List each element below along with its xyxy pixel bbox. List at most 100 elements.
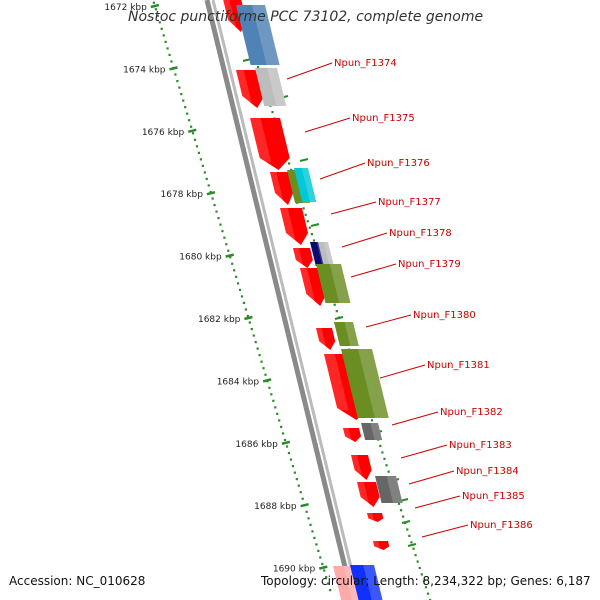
gene-label[interactable]: Npun_F1375 bbox=[352, 113, 415, 124]
gene-arrow-shade bbox=[280, 208, 296, 240]
outer-ruler-dot bbox=[312, 239, 316, 242]
gene-label[interactable]: Npun_F1378 bbox=[389, 228, 452, 239]
gene-block-shade bbox=[301, 168, 317, 202]
gene-label-leader bbox=[408, 470, 455, 485]
outer-ruler-dot bbox=[422, 579, 425, 582]
ruler-dot bbox=[223, 236, 226, 239]
backbone-layer bbox=[204, 0, 361, 600]
gene-label-leader bbox=[319, 162, 366, 180]
ruler-dot bbox=[238, 288, 242, 291]
gene-arrow bbox=[270, 172, 294, 205]
gene-label[interactable]: Npun_F1379 bbox=[398, 259, 461, 270]
gene-arrow bbox=[351, 455, 372, 480]
outer-ruler-tick bbox=[334, 316, 344, 320]
gene-block-shade bbox=[343, 566, 361, 600]
ruler-dot bbox=[246, 314, 249, 318]
outer-ruler-dot bbox=[370, 419, 374, 422]
ruler-tick bbox=[206, 190, 216, 196]
ruler-dot bbox=[203, 171, 206, 174]
gene-block bbox=[318, 242, 334, 264]
gene-block bbox=[375, 476, 403, 503]
ruler-tick-label: 1688 kbp bbox=[254, 502, 297, 512]
outer-ruler-dot bbox=[306, 220, 309, 223]
ruler-dot bbox=[313, 536, 316, 539]
ruler-dot bbox=[199, 158, 202, 161]
ruler-dot bbox=[207, 184, 210, 187]
ruler-dot bbox=[264, 373, 267, 376]
gene-arrow bbox=[316, 328, 336, 350]
ruler-dot bbox=[307, 517, 310, 520]
ruler-tick-label: 1682 kbp bbox=[198, 315, 241, 325]
ruler-tick bbox=[300, 502, 309, 508]
ruler-tick bbox=[169, 66, 178, 71]
gene-block bbox=[316, 264, 351, 303]
gene-label[interactable]: Npun_F1377 bbox=[378, 197, 441, 208]
gene-label[interactable]: Npun_F1374 bbox=[334, 58, 397, 69]
outer-ruler-dot bbox=[402, 515, 405, 518]
ruler-dot bbox=[193, 138, 197, 141]
ruler-tick bbox=[281, 440, 291, 446]
feature-layer bbox=[223, 0, 403, 600]
map-title: Nostoc punctiforme PCC 73102, complete g… bbox=[128, 9, 484, 25]
gene-label[interactable]: Npun_F1385 bbox=[462, 491, 525, 502]
gene-label[interactable]: Npun_F1386 bbox=[470, 520, 533, 531]
gene-label[interactable]: Npun_F1384 bbox=[456, 466, 519, 477]
ruler-dot bbox=[162, 34, 165, 37]
gene-label-leader bbox=[391, 411, 439, 426]
outer-ruler-dot bbox=[304, 213, 307, 216]
gene-label[interactable]: Npun_F1380 bbox=[413, 310, 476, 321]
ruler-dot bbox=[180, 93, 183, 96]
outer-ruler-dot bbox=[333, 303, 336, 306]
ruler-dot bbox=[219, 223, 222, 226]
ruler-dot bbox=[321, 562, 324, 566]
ruler-dot bbox=[156, 14, 159, 17]
outer-ruler-dot bbox=[379, 444, 382, 448]
gene-block-shade bbox=[344, 322, 359, 346]
ruler-tick-label: 1672 kbp bbox=[104, 3, 147, 13]
ruler-dot bbox=[178, 86, 181, 89]
gene-block bbox=[341, 349, 389, 418]
outer-ruler-dot bbox=[412, 547, 415, 550]
gene-arrow bbox=[236, 70, 265, 108]
ruler-dot bbox=[311, 530, 314, 533]
ruler-dot bbox=[221, 230, 224, 233]
ruler-dot bbox=[262, 367, 265, 370]
ruler-dot bbox=[236, 282, 240, 285]
outer-ruler-dot bbox=[399, 509, 403, 512]
gene-block bbox=[255, 68, 287, 106]
gene-label[interactable]: Npun_F1381 bbox=[427, 360, 490, 371]
ruler-dot bbox=[201, 164, 204, 167]
ruler-dot bbox=[260, 360, 263, 363]
gene-block-shade bbox=[323, 242, 334, 264]
ruler-dot bbox=[158, 21, 161, 24]
gene-arrow-shade bbox=[324, 354, 349, 411]
ruler-tick bbox=[150, 3, 160, 9]
gene-arrow bbox=[373, 541, 390, 550]
ruler-dot bbox=[244, 308, 248, 311]
ruler-dot bbox=[309, 523, 312, 526]
gene-arrow-shade bbox=[270, 172, 284, 201]
ruler-dot bbox=[213, 203, 216, 207]
gene-arrow-shade bbox=[293, 248, 304, 265]
ruler-dot bbox=[229, 256, 232, 259]
gene-label[interactable]: Npun_F1382 bbox=[440, 407, 503, 418]
outer-ruler-tick bbox=[299, 158, 309, 162]
outer-ruler-dot bbox=[385, 464, 388, 467]
gene-label-leader bbox=[421, 524, 469, 538]
outer-ruler-dot bbox=[302, 207, 305, 210]
ruler-dot bbox=[323, 569, 326, 572]
ruler-dot bbox=[152, 1, 155, 4]
gene-label[interactable]: Npun_F1376 bbox=[367, 158, 430, 169]
ruler-dot bbox=[168, 53, 171, 57]
ruler-dot bbox=[154, 8, 157, 11]
outer-ruler-dot bbox=[424, 586, 428, 589]
ruler-dot bbox=[280, 425, 283, 429]
gene-label[interactable]: Npun_F1383 bbox=[449, 440, 512, 451]
gene-label-leader bbox=[365, 314, 412, 328]
outer-ruler-dot bbox=[420, 573, 423, 576]
ruler-tick-label: 1690 kbp bbox=[273, 565, 316, 575]
gene-arrow-shade bbox=[236, 70, 252, 103]
ruler-dot bbox=[291, 465, 294, 468]
outer-ruler-dot bbox=[414, 554, 417, 557]
ruler-dot bbox=[250, 327, 253, 331]
